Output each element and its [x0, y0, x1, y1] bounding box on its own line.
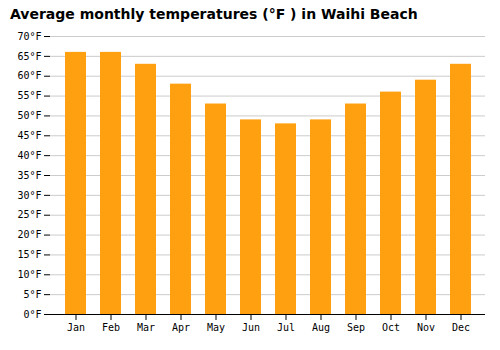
svg-text:65°F: 65°F — [17, 51, 41, 62]
svg-text:Aug: Aug — [312, 322, 330, 333]
svg-text:55°F: 55°F — [17, 90, 41, 101]
svg-text:30°F: 30°F — [17, 190, 41, 201]
svg-text:Feb: Feb — [102, 322, 120, 333]
svg-text:Sep: Sep — [347, 322, 365, 333]
svg-text:Jul: Jul — [277, 322, 295, 333]
svg-text:45°F: 45°F — [17, 130, 41, 141]
svg-text:40°F: 40°F — [17, 150, 41, 161]
svg-text:Jun: Jun — [242, 322, 260, 333]
svg-text:50°F: 50°F — [17, 110, 41, 121]
svg-text:Apr: Apr — [172, 322, 190, 333]
html-text:Average monthly temperatures (: Average monthly temperatures (°F ) in Wa… — [10, 6, 418, 22]
svg-text:10°F: 10°F — [17, 269, 41, 280]
svg-text:Dec: Dec — [452, 322, 470, 333]
svg-text:0°F: 0°F — [23, 309, 41, 320]
svg-text:Jan: Jan — [67, 322, 85, 333]
svg-text:70°F: 70°F — [17, 31, 41, 42]
svg-text:35°F: 35°F — [17, 170, 41, 181]
svg-text:25°F: 25°F — [17, 209, 41, 220]
svg-text:20°F: 20°F — [17, 229, 41, 240]
svg-text:60°F: 60°F — [17, 70, 41, 81]
svg-text:15°F: 15°F — [17, 249, 41, 260]
svg-text:Oct: Oct — [382, 322, 400, 333]
svg-text:May: May — [207, 322, 225, 333]
svg-text:Nov: Nov — [417, 322, 435, 333]
svg-text:Mar: Mar — [137, 322, 155, 333]
svg-text:5°F: 5°F — [23, 289, 41, 300]
